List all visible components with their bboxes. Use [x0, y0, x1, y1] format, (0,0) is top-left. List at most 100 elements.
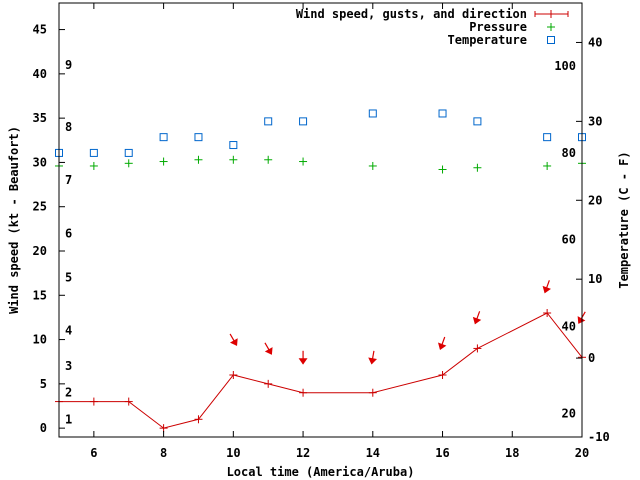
wind-arrow-head-1 [264, 347, 273, 355]
beaufort-label-6: 6 [65, 226, 72, 240]
wind-point-9 [438, 371, 447, 379]
fahrenheit-label-40: 40 [562, 320, 576, 334]
fahrenheit-label-20: 20 [562, 406, 576, 420]
beaufort-label-7: 7 [65, 173, 72, 187]
wind-point-10 [473, 344, 482, 353]
x-tick-label-10: 10 [226, 446, 240, 460]
fahrenheit-label-60: 60 [562, 233, 576, 247]
temperature-point-9 [438, 109, 447, 118]
wind-arrow-head-4 [437, 342, 447, 351]
beaufort-label-1: 1 [65, 412, 72, 426]
wind-arrow-6 [542, 280, 551, 294]
beaufort-label-4: 4 [65, 324, 72, 338]
legend: Wind speed, gusts, and direction Pressur… [296, 7, 569, 47]
x-tick-label-20: 20 [575, 446, 589, 460]
y-tick-label-45: 45 [33, 23, 47, 37]
fahrenheit-label-100: 100 [554, 59, 576, 73]
pressure-point-11 [543, 161, 552, 170]
wind-arrow-4 [437, 336, 447, 351]
y-tick-label-20: 20 [33, 244, 47, 258]
x-tick-label-8: 8 [160, 446, 167, 460]
temperature-point-2 [124, 148, 133, 157]
pressure-point-7 [299, 157, 308, 166]
wind-point-11 [543, 309, 552, 317]
beaufort-label-5: 5 [65, 271, 72, 285]
y2-tick-label-0: 0 [588, 351, 595, 365]
wind-point-1 [89, 397, 98, 406]
temperature-point-10 [473, 117, 482, 126]
y2-tick-label-40: 40 [588, 35, 602, 49]
x-tick-label-16: 16 [435, 446, 449, 460]
y2-tick-label--10: -10 [588, 430, 610, 444]
y-tick-label-35: 35 [33, 111, 47, 125]
wind-point-7 [299, 388, 308, 397]
y2-tick-label-10: 10 [588, 272, 602, 286]
x-axis-label: Local time (America/Aruba) [227, 465, 415, 479]
y2-axis-label: Temperature (C - F) [617, 151, 631, 288]
y-axis-label: Wind speed (kt - Beaufort) [7, 126, 21, 314]
wind-point-4 [194, 415, 203, 424]
wind-arrow-head-6 [542, 285, 551, 294]
wind-point-5 [229, 371, 238, 379]
pressure-point-8 [368, 161, 377, 170]
legend-pressure-symbol [547, 23, 555, 31]
pressure-point-5 [229, 155, 238, 164]
beaufort-label-8: 8 [65, 120, 72, 134]
wind-arrow-0 [229, 333, 238, 346]
y-tick-label-25: 25 [33, 200, 47, 214]
wind-arrow-3 [368, 350, 378, 365]
axes-layer: 6 8 10 12 14 16 18 20051015202530354045-1001020… [33, 3, 610, 460]
y-tick-label-40: 40 [33, 67, 47, 81]
y-tick-label-30: 30 [33, 155, 47, 169]
y-tick-label-10: 10 [33, 333, 47, 347]
wind-arrow-head-5 [472, 316, 482, 325]
legend-temperature-symbol [547, 36, 555, 44]
legend-label-pressure: Pressure [469, 20, 527, 34]
fahrenheit-label-80: 80 [562, 146, 576, 160]
wind-arrow-head-2 [298, 358, 308, 365]
temperature-point-6 [264, 117, 273, 126]
beaufort-label-3: 3 [65, 359, 72, 373]
wind-arrow-1 [264, 342, 273, 355]
x-tick-label-6: 6 [90, 446, 97, 460]
temperature-point-5 [229, 141, 238, 150]
y2-tick-label-30: 30 [588, 114, 602, 128]
plot-frame [58, 2, 583, 438]
y-tick-label-15: 15 [33, 288, 47, 302]
y-tick-label-5: 5 [40, 377, 47, 391]
legend-wind-symbol [547, 10, 555, 18]
y-tick-label-0: 0 [40, 421, 47, 435]
temperature-point-11 [543, 133, 552, 142]
pressure-point-3 [159, 157, 168, 166]
pressure-point-2 [124, 159, 133, 168]
wind-point-8 [368, 388, 377, 397]
pressure-point-1 [89, 161, 98, 170]
pressure-point-10 [473, 163, 482, 172]
pressure-point-9 [438, 165, 447, 174]
y2-tick-label-20: 20 [588, 193, 602, 207]
wind-arrow-head-3 [368, 357, 378, 365]
temperature-point-3 [159, 133, 168, 142]
wind-arrow-head-0 [229, 338, 238, 346]
wind-arrow-5 [472, 311, 482, 325]
wind-point-3 [159, 424, 168, 433]
legend-label-temperature: Temperature [448, 33, 527, 47]
legend-label-wind: Wind speed, gusts, and direction [296, 7, 527, 21]
wind-point-2 [124, 397, 133, 406]
x-tick-label-18: 18 [505, 446, 519, 460]
x-tick-label-14: 14 [366, 446, 380, 460]
data-layer [55, 109, 586, 433]
pressure-point-6 [264, 155, 273, 164]
beaufort-label-2: 2 [65, 386, 72, 400]
temperature-point-7 [299, 117, 308, 126]
wind-point-6 [264, 379, 273, 388]
x-tick-label-12: 12 [296, 446, 310, 460]
temperature-point-1 [89, 148, 98, 157]
wind-arrow-2 [298, 350, 308, 365]
temperature-point-4 [194, 133, 203, 142]
pressure-point-4 [194, 155, 203, 164]
temperature-point-8 [368, 109, 377, 118]
beaufort-label-9: 9 [65, 58, 72, 72]
